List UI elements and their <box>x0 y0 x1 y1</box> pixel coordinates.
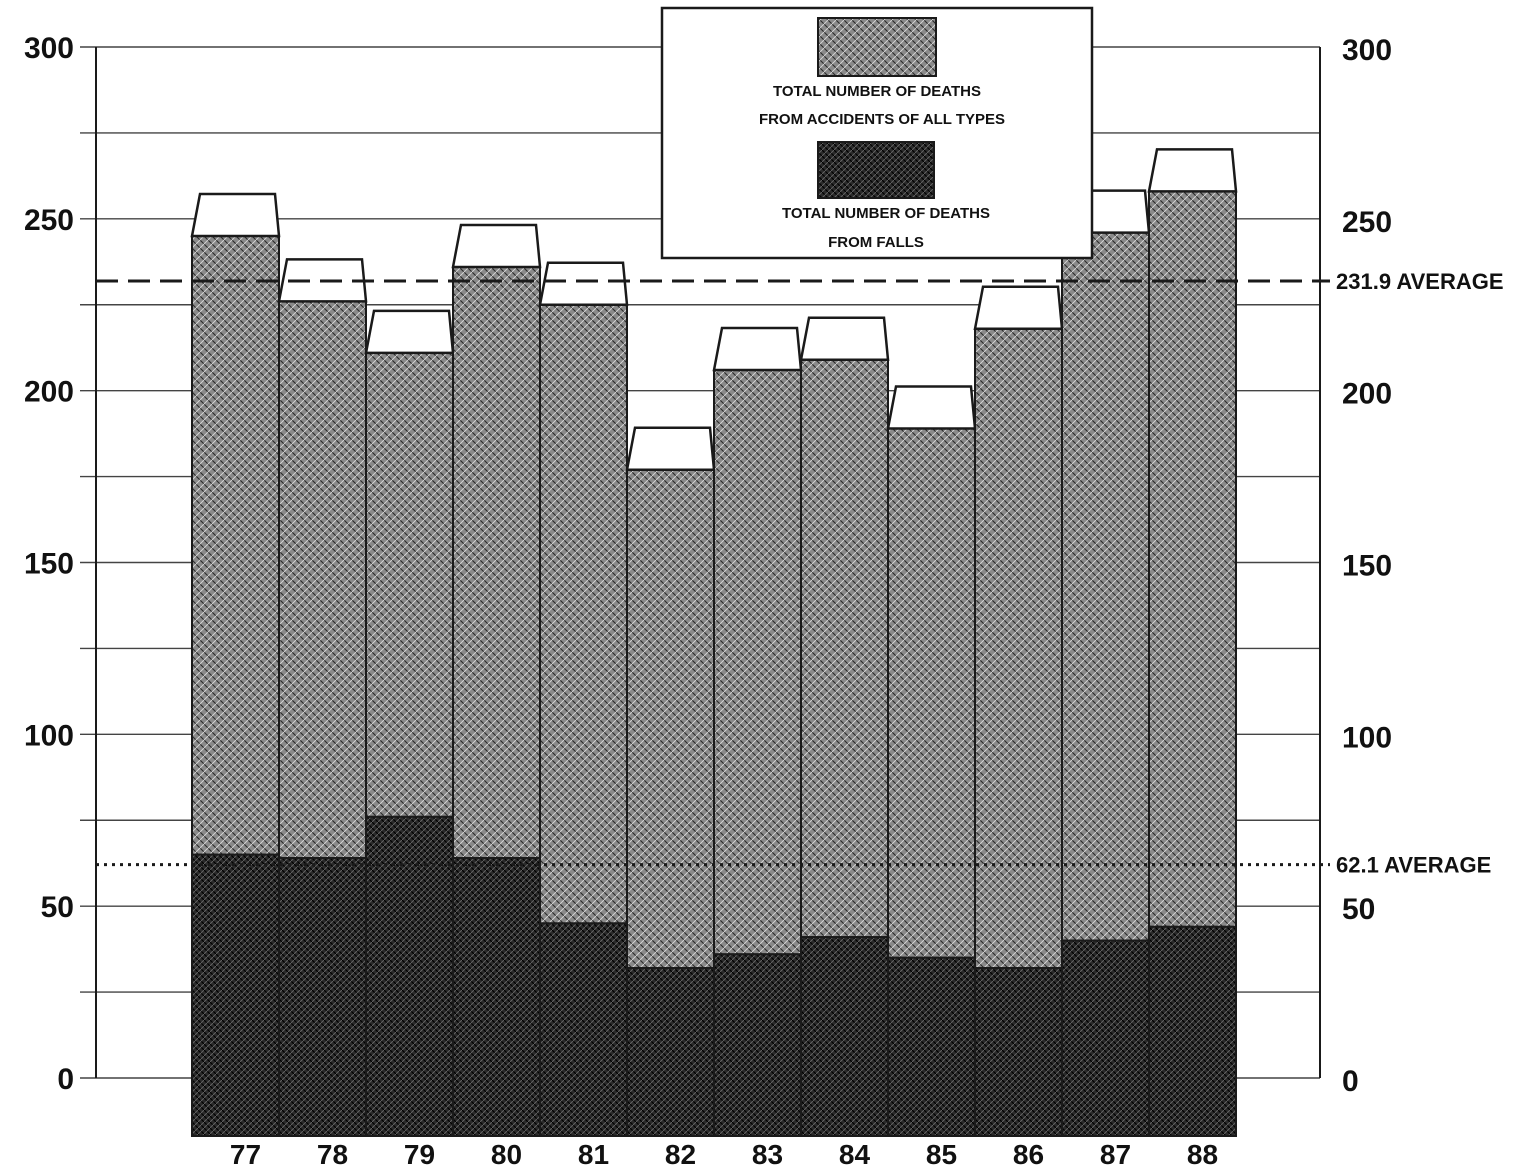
legend-swatch-all-accidents <box>817 17 937 77</box>
bar-all-accidents-82 <box>626 468 715 970</box>
y-tick-left: 300 <box>24 32 74 65</box>
bar-all-accidents-85 <box>887 427 976 959</box>
y-tick-right: 200 <box>1342 378 1392 411</box>
legend-swatch-falls <box>817 141 935 199</box>
y-tick-left: 150 <box>24 548 74 581</box>
bar-top-cap-86 <box>973 285 1064 331</box>
x-tick: 87 <box>1100 1139 1131 1170</box>
x-tick: 78 <box>317 1139 348 1170</box>
x-tick: 79 <box>404 1139 435 1170</box>
bar-falls-79 <box>365 815 454 1138</box>
y-tick-left: 250 <box>24 204 74 237</box>
bar-all-accidents-83 <box>713 369 802 956</box>
bar-falls-87 <box>1061 939 1150 1137</box>
x-tick: 77 <box>230 1139 261 1170</box>
y-tick-right: 100 <box>1342 721 1392 754</box>
bar-all-accidents-86 <box>974 327 1063 970</box>
x-tick: 86 <box>1013 1139 1044 1170</box>
bar-falls-78 <box>278 857 367 1137</box>
bar-falls-85 <box>887 956 976 1138</box>
y-tick-left: 100 <box>24 719 74 752</box>
x-tick: 85 <box>926 1139 957 1170</box>
tick-labels: 0 50 100 150 200 250 300 0 50 100 150 200 250 300 77 78… <box>24 32 1392 1170</box>
bar-top-cap-79 <box>364 309 455 355</box>
x-tick: 81 <box>578 1139 609 1170</box>
bar-all-accidents-87 <box>1061 231 1150 942</box>
y-tick-right: 250 <box>1342 206 1392 239</box>
bar-falls-86 <box>974 967 1063 1137</box>
average-lines: 231.9 AVERAGE 62.1 AVERAGE <box>96 269 1504 878</box>
bar-top-cap-82 <box>625 426 716 471</box>
bar-top-cap-85 <box>886 385 977 430</box>
bar-all-accidents-81 <box>539 303 628 925</box>
legend-label-all-accidents-line-1: TOTAL NUMBER OF DEATHS <box>773 83 981 100</box>
bar-all-accidents-88 <box>1148 190 1237 928</box>
y-tick-left: 200 <box>24 376 74 409</box>
axes <box>95 47 1321 1078</box>
bars <box>190 148 1238 1138</box>
bar-falls-81 <box>539 922 628 1137</box>
legend-label-falls-line-1: TOTAL NUMBER OF DEATHS <box>782 205 990 222</box>
x-tick: 83 <box>752 1139 783 1170</box>
bar-all-accidents-80 <box>452 265 541 860</box>
y-tick-right: 50 <box>1342 893 1375 926</box>
bar-top-cap-83 <box>712 326 803 372</box>
bar-falls-88 <box>1148 925 1237 1138</box>
legend-label-all-accidents-line-2: FROM ACCIDENTS OF ALL TYPES <box>759 111 1005 128</box>
x-tick: 88 <box>1187 1139 1218 1170</box>
bar-falls-77 <box>191 853 280 1137</box>
bar-top-cap-80 <box>451 223 542 269</box>
bar-top-cap-84 <box>799 316 890 361</box>
bar-top-cap-77 <box>190 192 281 238</box>
bar-falls-80 <box>452 857 541 1137</box>
bar-falls-84 <box>800 936 889 1138</box>
x-tick: 80 <box>491 1139 522 1170</box>
y-tick-right: 0 <box>1342 1065 1359 1098</box>
legend-label-falls-line-2: FROM FALLS <box>828 234 924 251</box>
average-label-0: 231.9 AVERAGE <box>1336 269 1504 294</box>
bar-all-accidents-78 <box>278 300 367 860</box>
bar-all-accidents-84 <box>800 358 889 939</box>
bar-all-accidents-77 <box>191 235 280 856</box>
x-tick: 84 <box>839 1139 871 1170</box>
bar-top-cap-81 <box>538 261 629 306</box>
bar-top-cap-88 <box>1147 148 1238 193</box>
y-tick-left: 0 <box>57 1063 74 1096</box>
bar-all-accidents-79 <box>365 351 454 818</box>
average-label-1: 62.1 AVERAGE <box>1336 853 1491 878</box>
bar-falls-82 <box>626 967 715 1137</box>
y-tick-right: 150 <box>1342 550 1392 583</box>
x-tick: 82 <box>665 1139 696 1170</box>
y-tick-left: 50 <box>41 891 74 924</box>
y-tick-right: 300 <box>1342 34 1392 67</box>
legend: TOTAL NUMBER OF DEATHS FROM ACCIDENTS OF… <box>660 6 1094 260</box>
bar-falls-83 <box>713 953 802 1138</box>
